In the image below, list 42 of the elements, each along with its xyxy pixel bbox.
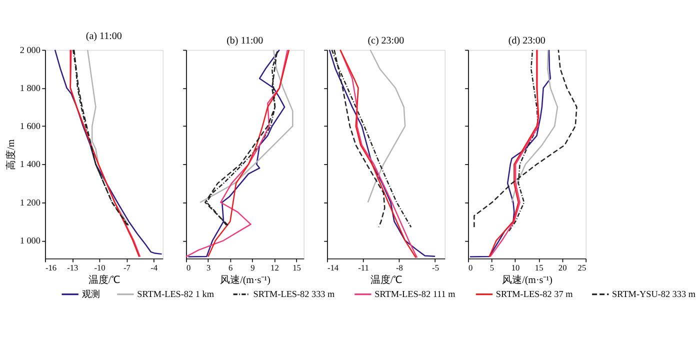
y-axis-title: 高度/m: [4, 139, 17, 170]
x-tick-label: -4: [150, 264, 158, 273]
x-tick-label: -8: [396, 264, 403, 273]
x-tick-label: 3: [206, 264, 211, 273]
chart-title: (b) 11:00: [226, 35, 264, 46]
x-tick-label: -7: [123, 264, 130, 273]
y-tick-label: 2 000: [20, 44, 41, 55]
x-tick-label: 0: [468, 264, 473, 273]
x-axis-title: 风速/(m·s⁻¹): [502, 274, 553, 286]
x-tick-label: -10: [94, 264, 106, 273]
x-axis-title: 温度/℃: [88, 274, 120, 286]
x-tick-label: 9: [250, 264, 255, 273]
chart-title: (a) 11:00: [86, 31, 122, 42]
chart-title: (d) 23:00: [508, 35, 546, 46]
x-tick-label: 15: [534, 264, 544, 273]
x-tick-label: 12: [270, 264, 279, 273]
chart-title: (c) 23:00: [368, 35, 404, 46]
y-tick-label: 1 000: [20, 235, 41, 246]
x-tick-label: 0: [186, 264, 191, 273]
x-tick-label: -5: [432, 264, 439, 273]
x-axis-title: 温度/℃: [370, 274, 402, 286]
x-tick-label: 10: [511, 264, 520, 273]
legend-label: SRTM-LES-82 1 km: [137, 288, 214, 299]
x-axis-title: 风速/(m·s⁻¹): [220, 274, 271, 286]
legend-label: SRTM-LES-82 333 m: [253, 288, 335, 299]
legend-label: 观测: [82, 288, 100, 299]
y-tick-label: 1 200: [20, 197, 41, 208]
x-tick-label: 15: [292, 264, 301, 273]
y-tick-label: 1 400: [20, 159, 41, 170]
x-tick-label: 5: [490, 264, 494, 273]
x-tick-label: 6: [228, 264, 233, 273]
x-tick-label: 25: [578, 264, 586, 273]
legend-label: SRTM-LES-82 37 m: [496, 288, 573, 299]
x-tick-label: 20: [558, 264, 567, 273]
y-tick-label: 1 800: [20, 82, 41, 93]
legend-label: SRTM-YSU-82 333 m: [612, 288, 696, 299]
x-tick-label: -16: [45, 264, 57, 273]
legend-label: SRTM-LES-82 111 m: [374, 288, 456, 299]
x-tick-label: -14: [327, 264, 340, 273]
x-tick-label: -11: [358, 264, 369, 273]
y-tick-label: 1 600: [20, 121, 41, 132]
x-tick-label: -13: [67, 264, 78, 273]
